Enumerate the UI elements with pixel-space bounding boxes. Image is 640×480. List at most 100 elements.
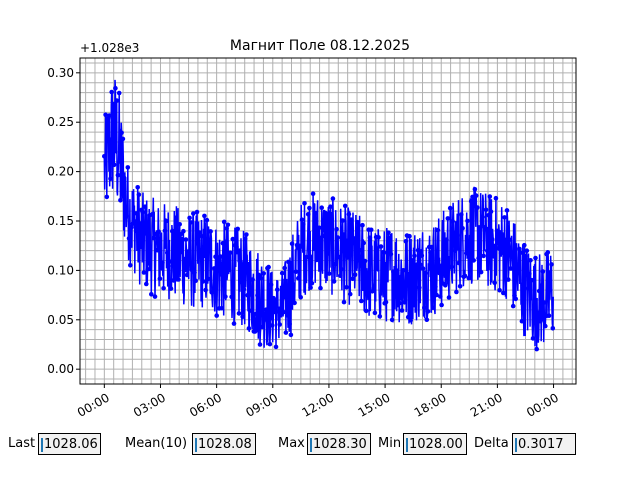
data-point xyxy=(141,270,147,275)
data-point xyxy=(104,194,110,200)
data-point xyxy=(513,296,518,302)
data-point xyxy=(329,220,334,226)
data-point xyxy=(158,266,164,271)
data-point xyxy=(347,291,353,297)
data-point xyxy=(444,237,449,242)
data-point xyxy=(220,240,226,246)
max-label: Max xyxy=(278,436,305,451)
data-point xyxy=(549,262,554,267)
data-point xyxy=(539,293,544,299)
data-point xyxy=(124,213,129,219)
data-point xyxy=(378,244,384,249)
data-point xyxy=(228,250,233,256)
data-point xyxy=(402,300,407,305)
data-point xyxy=(381,249,386,255)
data-point xyxy=(477,227,483,232)
x-tick-label: 12:00 xyxy=(299,390,336,419)
data-point xyxy=(240,314,245,320)
data-point xyxy=(517,246,522,252)
data-point xyxy=(467,275,473,281)
data-point xyxy=(134,211,139,216)
data-point xyxy=(103,112,108,118)
data-point xyxy=(230,236,236,242)
data-point xyxy=(108,176,113,182)
data-point xyxy=(247,292,253,297)
text-cursor xyxy=(515,438,517,452)
data-point xyxy=(151,235,156,241)
data-point xyxy=(177,222,182,227)
data-point xyxy=(435,227,441,233)
x-tick-label: 21:00 xyxy=(468,390,505,419)
data-point xyxy=(326,271,332,276)
series-line xyxy=(103,79,554,350)
data-point xyxy=(509,250,515,255)
data-point xyxy=(121,175,127,181)
delta-field[interactable]: 0.3017 xyxy=(512,433,576,455)
y-axis: 0.00 0.05 0.10 0.15 0.20 0.25 0.30 xyxy=(47,66,80,376)
data-point xyxy=(503,237,509,243)
data-point xyxy=(140,210,145,215)
data-point xyxy=(202,213,207,219)
data-point xyxy=(377,314,383,319)
data-point xyxy=(123,204,128,210)
y-tick-label: 0.20 xyxy=(47,165,74,179)
data-point xyxy=(136,192,142,197)
data-point xyxy=(489,236,495,242)
data-point xyxy=(354,245,359,250)
data-point xyxy=(422,305,427,311)
data-point xyxy=(475,205,480,210)
chart-title: Магнит Поле 08.12.2025 xyxy=(230,38,410,54)
delta-label: Delta xyxy=(474,436,509,451)
data-point xyxy=(357,247,363,253)
data-point xyxy=(363,308,369,314)
data-point xyxy=(207,240,212,246)
data-point xyxy=(199,234,205,239)
data-point xyxy=(191,211,196,216)
data-point xyxy=(321,227,327,233)
data-point xyxy=(428,250,433,255)
data-point xyxy=(456,260,462,266)
x-tick-label: 00:00 xyxy=(524,390,561,419)
x-tick-label: 18:00 xyxy=(412,390,449,419)
data-point xyxy=(473,193,479,198)
data-point xyxy=(350,276,355,282)
data-point xyxy=(170,228,175,234)
data-point xyxy=(176,277,181,282)
data-point xyxy=(443,283,448,288)
data-point xyxy=(324,213,330,219)
data-point xyxy=(413,275,418,280)
data-point xyxy=(160,260,165,266)
data-point xyxy=(405,314,411,320)
data-point xyxy=(454,289,459,295)
data-point xyxy=(536,288,542,294)
data-point xyxy=(128,263,133,268)
y-offset-label: +1.028e3 xyxy=(80,41,139,55)
last-field[interactable]: 1028.06 xyxy=(38,433,101,455)
data-point xyxy=(360,222,365,228)
data-point xyxy=(491,253,496,259)
data-point xyxy=(144,281,149,287)
mean-field[interactable]: 1028.08 xyxy=(192,433,256,455)
data-point xyxy=(288,332,294,338)
data-point xyxy=(239,279,244,285)
data-point xyxy=(398,274,404,280)
data-point xyxy=(538,318,543,324)
data-point xyxy=(208,229,213,234)
data-point xyxy=(498,250,504,256)
data-point xyxy=(171,278,176,283)
data-point xyxy=(218,254,223,259)
max-field[interactable]: 1028.30 xyxy=(307,433,371,455)
data-point xyxy=(284,313,290,318)
data-point xyxy=(528,258,533,263)
data-point xyxy=(429,244,435,250)
data-point xyxy=(352,272,358,278)
x-tick-label: 00:00 xyxy=(75,390,112,419)
data-point xyxy=(524,248,530,253)
data-point xyxy=(231,321,237,326)
data-point xyxy=(550,326,556,331)
min-field[interactable]: 1028.00 xyxy=(403,433,467,455)
data-point xyxy=(371,285,376,291)
data-point xyxy=(152,294,158,299)
data-point xyxy=(333,261,338,267)
data-point xyxy=(193,278,198,284)
